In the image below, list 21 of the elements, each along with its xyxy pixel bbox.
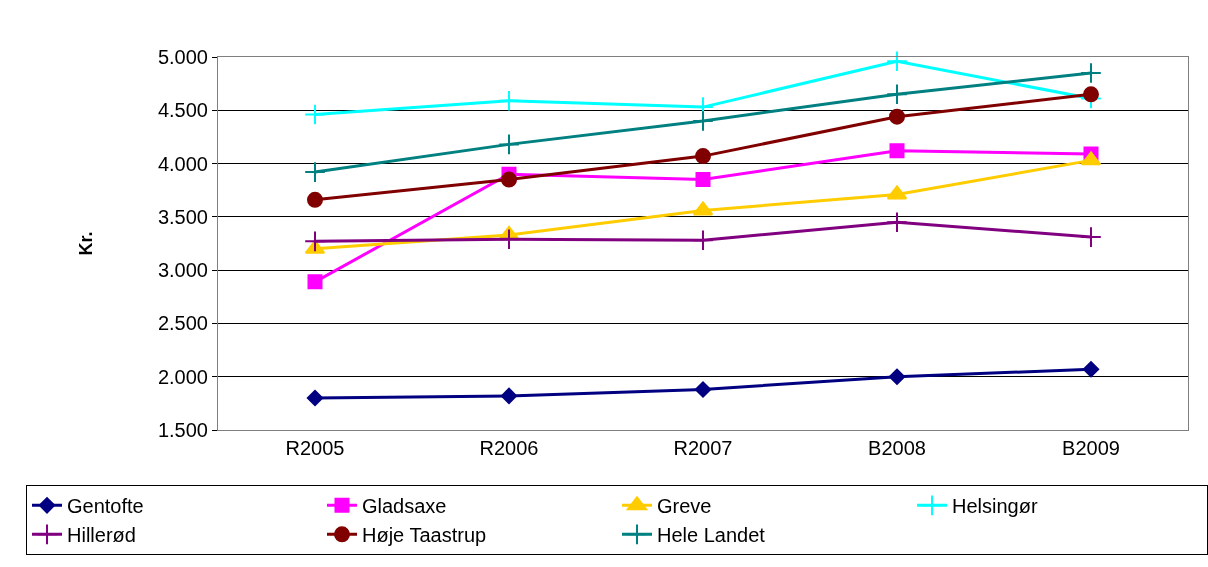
y-axis-title: Kr. xyxy=(76,231,97,256)
y-tick-label: 3.000 xyxy=(157,259,208,282)
legend-label: Greve xyxy=(657,495,712,518)
legend-label: Gentofte xyxy=(67,495,144,518)
y-tick-label: 2.000 xyxy=(157,365,208,388)
y-tick-label: 4.500 xyxy=(157,99,208,122)
x-tick-label: B2008 xyxy=(868,437,926,459)
legend-label: Helsingør xyxy=(952,495,1038,518)
legend-label: Hele Landet xyxy=(657,524,766,547)
y-tick-label: 3.500 xyxy=(157,205,208,228)
legend-label: Høje Taastrup xyxy=(362,524,487,547)
legend-label: Hillerød xyxy=(67,524,136,547)
x-tick-label: R2006 xyxy=(479,437,539,459)
legend-label: Gladsaxe xyxy=(362,495,447,518)
x-tick-label: B2009 xyxy=(1062,437,1120,459)
y-tick-label: 4.000 xyxy=(157,152,208,175)
y-tick-label: 5.000 xyxy=(157,46,208,68)
y-tick-label: 2.500 xyxy=(157,312,208,335)
x-tick-label: R2007 xyxy=(673,437,733,459)
x-tick-label: R2005 xyxy=(285,437,345,459)
y-tick-label: 1.500 xyxy=(157,419,208,441)
